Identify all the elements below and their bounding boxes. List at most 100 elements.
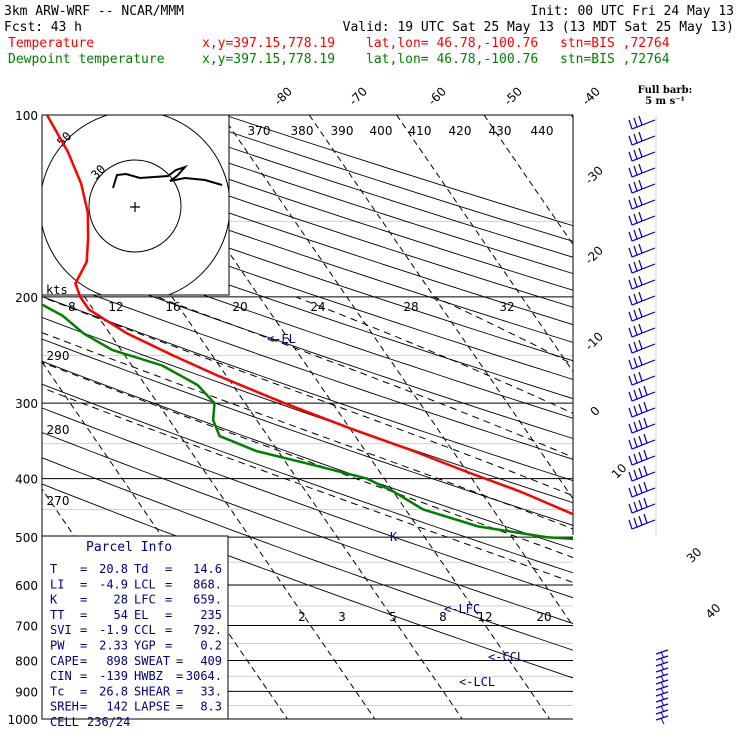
pressure-tick-label: 600 <box>15 579 38 593</box>
pressure-tick-label: 100 <box>15 109 38 123</box>
parcel-key: K <box>50 593 58 607</box>
theta-label: 440 <box>531 124 554 138</box>
mixing-ratio-label-top: 28 <box>403 300 418 314</box>
fcst-label: Fcst: <box>4 20 43 35</box>
wind-barb-flag <box>628 135 633 146</box>
temperature-legend-latlon: lat,lon= 46.78,-100.76 <box>366 36 538 51</box>
parcel-info-rows: T = 20.8 Td = 14.6 LI = -4.9 LCL = 868. K = 28 LFC = 659.… <box>50 562 222 729</box>
parcel-value: 28 <box>114 593 128 607</box>
wind-barb-flag <box>643 513 648 524</box>
parcel-equals: = <box>80 593 87 607</box>
wind-barb-flag <box>638 179 643 190</box>
wind-barb-flag <box>633 341 638 352</box>
parcel-key2: HWBZ <box>134 669 163 683</box>
wind-barb-shaft <box>631 359 656 370</box>
isotherm-label: -70 <box>346 84 370 108</box>
wind-barb-shaft <box>631 487 656 498</box>
wind-barb-low <box>655 697 669 703</box>
moist-adiabat-line <box>42 332 573 530</box>
parcel-equals: = <box>176 669 183 683</box>
wind-barb-flag <box>628 167 633 178</box>
wind-barb-flag <box>633 373 638 384</box>
parcel-equals: = <box>165 639 172 653</box>
hodograph-ring-inner <box>88 159 182 253</box>
parcel-key2: SHEAR <box>134 684 171 698</box>
wind-barb-flag <box>643 433 648 444</box>
wind-barb-low <box>655 673 669 679</box>
wind-barb-flag <box>628 183 633 194</box>
wind-barb-flag <box>633 357 638 368</box>
wind-barb-flag <box>638 403 643 414</box>
wind-barb-shaft <box>631 231 656 242</box>
wind-barb-low <box>655 685 669 691</box>
wind-barb-shaft <box>631 503 656 514</box>
theta-label: 400 <box>370 124 393 138</box>
wind-barb-flag <box>638 499 643 510</box>
parcel-key2: LAPSE <box>134 700 170 714</box>
header: 3km ARW-WRF -- NCAR/MMM Init: 00 UTC Fri… <box>4 4 734 67</box>
wind-barb-flag <box>638 227 643 238</box>
wind-barb-shaft <box>631 183 656 194</box>
mixing-ratio-label-bottom: 5 <box>389 610 397 624</box>
sounding-curves <box>42 115 573 541</box>
wind-barb-flag <box>633 437 638 448</box>
parcel-equals: = <box>80 608 87 622</box>
wind-barb-flag <box>638 387 643 398</box>
wind-legend-line1: Full barb: <box>638 85 693 96</box>
parcel-key2: LFC <box>134 593 156 607</box>
wind-barb-low <box>655 691 669 697</box>
wind-barb-flag <box>628 439 633 450</box>
wind-barb-flag <box>633 453 638 464</box>
wind-barb-flag <box>633 261 638 272</box>
pressure-tick-label: 1000 <box>7 713 38 727</box>
parcel-equals: = <box>80 654 87 668</box>
isotherm-line <box>483 115 573 246</box>
mixing-ratio-label-bottom: 20 <box>536 610 551 624</box>
wind-barb-flag <box>633 469 638 480</box>
parcel-value: -139 <box>99 669 128 683</box>
parcel-equals: = <box>176 684 183 698</box>
wind-barb-shaft <box>631 167 656 178</box>
wind-barb-flag <box>628 407 633 418</box>
wind-barb-low <box>655 679 669 685</box>
wind-barb-flag <box>643 497 648 508</box>
parcel-key: Tc <box>50 684 64 698</box>
wind-barb-flag <box>638 211 643 222</box>
hodograph-center-mark <box>130 202 140 212</box>
parcel-equals: = <box>176 654 183 668</box>
parcel-info-title: Parcel Info <box>86 540 172 555</box>
parcel-value2: 8.3 <box>200 700 222 714</box>
wind-barb-flag <box>643 481 648 492</box>
parcel-key2: LCL <box>134 577 156 591</box>
wind-barb-flag <box>638 355 643 366</box>
wind-barb-flag <box>628 375 633 386</box>
isotherm-label: -30 <box>582 163 606 187</box>
parcel-value2: 14.6 <box>193 562 222 576</box>
dry-adiabat-line <box>42 338 573 526</box>
wind-barb-flag <box>638 115 643 126</box>
wind-barb-flag <box>628 119 633 130</box>
parcel-value2: 659. <box>193 593 222 607</box>
fcst-hours: 43 h <box>51 20 82 35</box>
level-marker: <-LFC <box>444 602 480 616</box>
wind-barb-flag <box>633 181 638 192</box>
parcel-value: 20.8 <box>99 562 128 576</box>
level-marker: <-LCL <box>459 675 495 689</box>
wind-barb-low <box>655 703 669 709</box>
isotherm-label: -50 <box>501 84 525 108</box>
isotherm-label: -60 <box>425 84 449 108</box>
parcel-key: SVI <box>50 623 72 637</box>
parcel-equals: = <box>80 639 87 653</box>
dry-adiabat-line <box>42 483 573 679</box>
wind-barb-flag <box>633 149 638 160</box>
wind-barb-low-flag <box>660 717 665 725</box>
wind-barb-flag <box>638 243 643 254</box>
temperature-profile <box>45 115 573 516</box>
pressure-tick-label: 300 <box>15 397 38 411</box>
isotherm-line <box>308 115 573 500</box>
parcel-key2: EL <box>134 608 148 622</box>
wind-barb-flag <box>628 423 633 434</box>
wind-barb-shaft <box>631 423 656 434</box>
wind-barb-shaft <box>631 247 656 258</box>
theta-label-side: 280 <box>47 423 70 437</box>
